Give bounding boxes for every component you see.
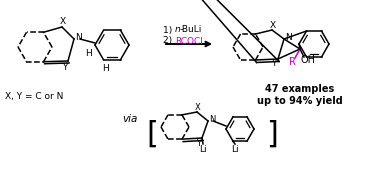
- Text: OH: OH: [301, 55, 316, 65]
- Text: 2): 2): [163, 37, 175, 45]
- Text: X: X: [195, 103, 201, 113]
- Text: RCOCl: RCOCl: [175, 37, 203, 45]
- Text: H: H: [102, 64, 109, 73]
- Text: [: [: [146, 119, 158, 149]
- Text: 1): 1): [163, 26, 175, 34]
- Text: Li: Li: [231, 145, 239, 154]
- Text: N: N: [285, 32, 291, 42]
- Text: Y: Y: [271, 59, 277, 68]
- Text: X, Y = C or N: X, Y = C or N: [5, 92, 64, 102]
- Text: N: N: [209, 115, 215, 124]
- Text: X: X: [60, 18, 66, 27]
- Text: Li: Li: [199, 144, 207, 153]
- Text: N: N: [74, 32, 81, 42]
- Text: via: via: [122, 114, 138, 124]
- Text: 47 examples: 47 examples: [265, 84, 335, 94]
- Text: -BuLi: -BuLi: [180, 26, 202, 34]
- Text: H: H: [85, 49, 91, 58]
- Text: Y: Y: [62, 63, 68, 71]
- Text: ]: ]: [266, 119, 278, 149]
- Text: R: R: [288, 57, 296, 67]
- Text: Y: Y: [197, 139, 201, 148]
- Text: n: n: [175, 26, 181, 34]
- Text: up to 94% yield: up to 94% yield: [257, 96, 343, 106]
- Text: X: X: [270, 20, 276, 30]
